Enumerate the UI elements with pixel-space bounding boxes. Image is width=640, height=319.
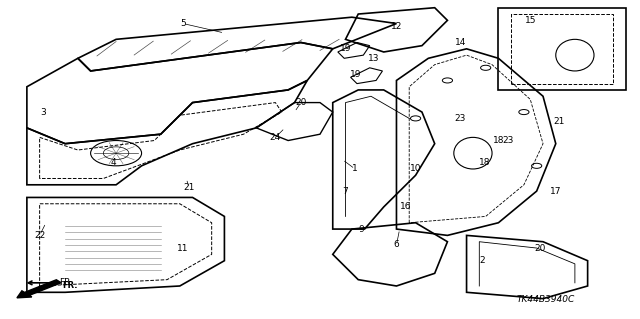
Text: 19: 19	[350, 70, 362, 78]
Text: 4: 4	[110, 158, 116, 167]
Text: 15: 15	[525, 16, 536, 25]
Text: 18: 18	[493, 136, 504, 145]
FancyArrow shape	[17, 280, 61, 298]
Text: 7: 7	[342, 187, 348, 196]
Text: 11: 11	[177, 243, 189, 253]
Text: 20: 20	[295, 98, 307, 107]
Text: 17: 17	[550, 187, 561, 196]
Text: 21: 21	[184, 183, 195, 192]
Text: 14: 14	[454, 38, 466, 47]
Text: 3: 3	[40, 108, 45, 116]
Text: 20: 20	[534, 243, 545, 253]
Text: 19: 19	[340, 44, 351, 53]
Text: 5: 5	[180, 19, 186, 28]
Text: 24: 24	[270, 133, 281, 142]
Text: 23: 23	[454, 114, 466, 123]
Text: FR.: FR.	[62, 281, 77, 291]
Text: 2: 2	[479, 256, 485, 265]
Text: 23: 23	[502, 136, 514, 145]
Text: 9: 9	[358, 225, 364, 234]
Text: 13: 13	[369, 54, 380, 63]
Text: 12: 12	[391, 22, 402, 31]
Text: 6: 6	[394, 241, 399, 249]
Text: 10: 10	[410, 165, 421, 174]
Text: 16: 16	[400, 203, 412, 211]
Text: FR.: FR.	[28, 278, 72, 287]
Text: 1: 1	[352, 165, 358, 174]
Text: 22: 22	[34, 231, 45, 240]
Text: 21: 21	[553, 117, 564, 126]
Text: TK44B3940C: TK44B3940C	[517, 295, 575, 304]
Text: 18: 18	[479, 158, 490, 167]
